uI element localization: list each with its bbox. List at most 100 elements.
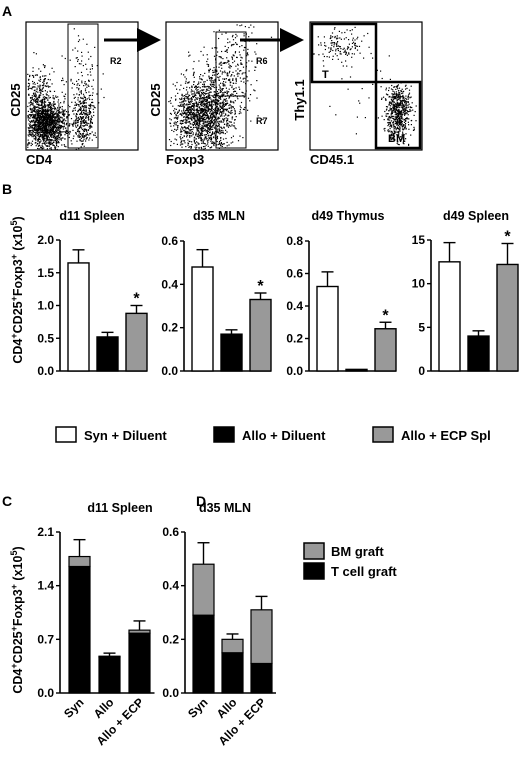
panel-b-ylabel: CD4+CD25+Foxp3+ (x105) (9, 216, 25, 363)
flow-xlabel-1: CD4 (26, 152, 53, 167)
bar (316, 285, 339, 372)
panel-cd-ylabel: CD4+CD25+Foxp3+ (x105) (9, 546, 25, 693)
y-tick-label: 0.4 (161, 277, 178, 291)
stacked-bar-segment (98, 656, 121, 694)
legend-swatch-allo (213, 426, 235, 443)
y-tick-label: 0.0 (162, 686, 179, 700)
y-tick-label: 10 (412, 277, 426, 291)
legend-label-allo: Allo + Diluent (242, 428, 326, 443)
bar (467, 335, 490, 372)
y-tick-label: 5 (418, 320, 425, 334)
gate-label-t: T (322, 69, 329, 81)
flow-plot-1: R2 CD25 CD4 (8, 21, 139, 167)
y-tick-label: 0 (418, 364, 425, 378)
flow-ylabel-1: CD25 (8, 83, 23, 116)
significance-star: * (382, 307, 389, 324)
stacked-bar-segment (192, 614, 215, 694)
y-tick-label: 0.5 (37, 331, 54, 345)
legend-swatch-t-cell-graft (303, 562, 325, 580)
y-tick-label: 0.0 (286, 364, 303, 378)
flow-dots-3 (313, 26, 417, 149)
y-tick-label: 0.2 (161, 321, 178, 335)
gate-label-bm: BM (388, 133, 405, 145)
legend-label-syn: Syn + Diluent (84, 428, 167, 443)
legend-swatch-bm-graft (303, 542, 325, 560)
stacked-bar-segment (221, 652, 244, 694)
panel-letter-a: A (2, 3, 12, 19)
flow-xlabel-2: Foxp3 (166, 152, 204, 167)
chart-d11-spleen: 0.0 0.5 1.0 1.5 2.0 d11 Spleen * (37, 209, 148, 378)
flow-plot-2: R6 R7 CD25 Foxp3 (148, 21, 279, 167)
flow-xlabel-3: CD45.1 (310, 152, 354, 167)
stacked-bar-segment (98, 655, 121, 658)
stacked-bar-segment (250, 662, 273, 694)
legend-d: BM graft T cell graft (303, 542, 397, 580)
stacked-bar-segment (68, 565, 91, 694)
y-tick-label: 1.0 (37, 299, 54, 313)
gate-label-r2: R2 (110, 56, 122, 66)
gate-t (310, 22, 378, 84)
bar (374, 328, 397, 372)
x-tick-label: Syn (61, 695, 86, 720)
chart-title: d49 Spleen (443, 209, 509, 223)
y-tick-label: 0.7 (37, 632, 54, 646)
gate-r7 (215, 95, 247, 149)
chart-title: d35 MLN (199, 501, 251, 515)
stacked-bar-segment (128, 629, 151, 634)
y-tick-label: 1.5 (37, 266, 54, 280)
legend-b: Syn + Diluent Allo + Diluent Allo + ECP … (55, 426, 491, 443)
gate-r2 (67, 23, 99, 149)
y-tick-label: 15 (412, 233, 426, 247)
stacked-bar-segment (250, 609, 273, 665)
y-tick-label: 0.8 (286, 234, 303, 248)
panel-letter-d: D (196, 493, 206, 509)
y-tick-label: 0.6 (161, 234, 178, 248)
y-tick-label: 0.2 (286, 332, 303, 346)
flow-plot-3: T BM Thy1.1 CD45.1 (292, 21, 423, 167)
y-tick-label: 0.0 (37, 364, 54, 378)
panel-letter-c: C (2, 493, 12, 509)
stacked-bar-segment (128, 632, 151, 694)
y-tick-label: 0.6 (286, 267, 303, 281)
chart-d49-thymus: 0.0 0.2 0.4 0.6 0.8 d49 Thymus * (286, 209, 397, 378)
bar (125, 312, 148, 372)
y-tick-label: 0.6 (162, 525, 179, 539)
gate-bm (374, 80, 422, 150)
stacked-bar-segment (221, 638, 244, 654)
stacked-bar-segment (68, 555, 91, 568)
significance-star: * (133, 291, 140, 308)
legend-swatch-allo-ecp (372, 426, 394, 443)
panel-letter-b: B (2, 181, 12, 197)
gate-label-r6: R6 (256, 56, 268, 66)
gate-label-r7: R7 (256, 116, 268, 126)
y-tick-label: 0.0 (37, 686, 54, 700)
chart-d49-spleen: 0 5 10 15 d49 Spleen * (412, 209, 519, 378)
significance-star: * (504, 228, 511, 245)
flow-dots-1 (27, 28, 105, 151)
bar (249, 298, 272, 372)
significance-star: * (257, 278, 264, 295)
bar (345, 368, 368, 372)
y-tick-label: 2.0 (37, 233, 54, 247)
legend-label-t-cell-graft: T cell graft (331, 564, 397, 579)
chart-title: d11 Spleen (87, 501, 152, 515)
y-tick-label: 0.4 (162, 579, 179, 593)
legend-swatch-syn (55, 426, 77, 443)
legend-label-bm-graft: BM graft (331, 544, 384, 559)
flow-ylabel-2: CD25 (148, 83, 163, 116)
flow-ylabel-3: Thy1.1 (292, 79, 307, 120)
y-tick-label: 0.2 (162, 632, 179, 646)
chart-title: d11 Spleen (59, 209, 124, 223)
y-tick-label: 0.4 (286, 299, 303, 313)
bar (191, 266, 214, 372)
bar (220, 333, 243, 372)
x-tick-label: Allo (91, 695, 117, 721)
bar (67, 262, 90, 372)
y-tick-label: 1.4 (37, 579, 54, 593)
bar (96, 336, 119, 372)
chart-title: d35 MLN (193, 209, 245, 223)
x-tick-label: Syn (185, 695, 210, 720)
